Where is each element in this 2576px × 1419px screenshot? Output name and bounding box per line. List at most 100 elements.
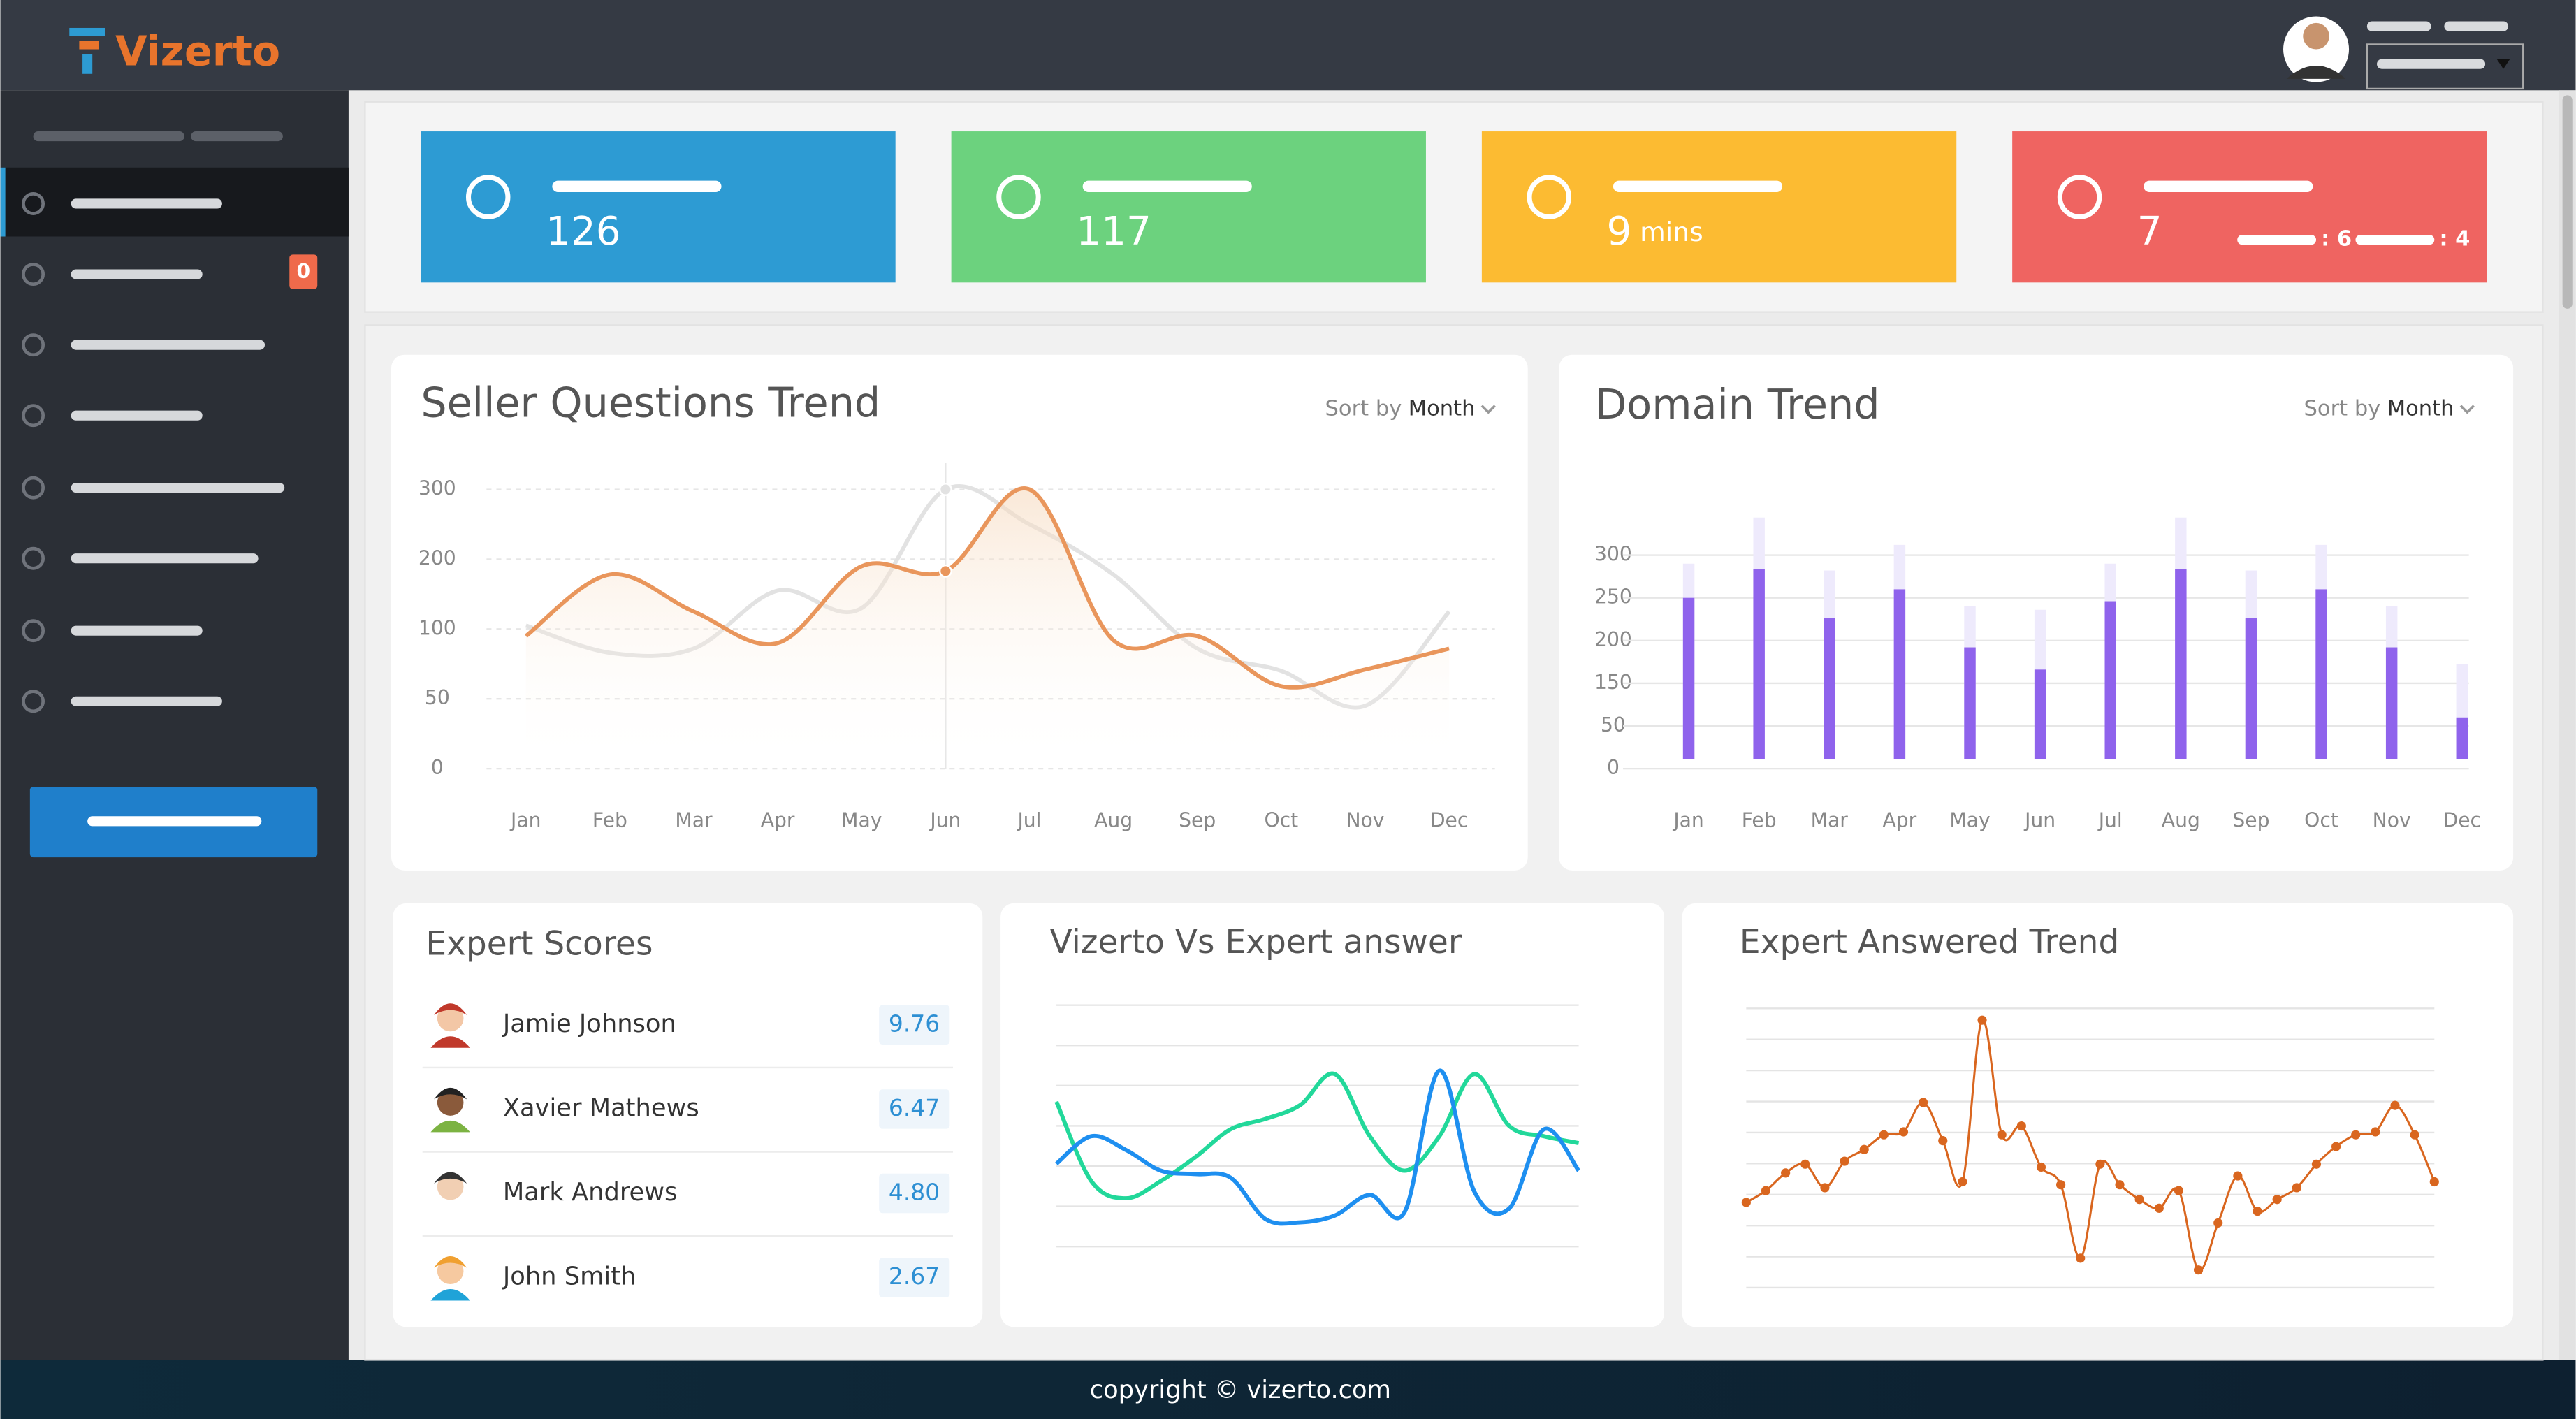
expert-score: 2.67	[889, 1262, 940, 1290]
point	[2390, 1100, 2400, 1110]
scrollbar[interactable]	[2559, 90, 2576, 1360]
x-tick-label: Aug	[1094, 808, 1133, 831]
point	[2429, 1177, 2439, 1187]
score-box	[879, 1089, 950, 1129]
point	[2371, 1127, 2380, 1137]
point	[1761, 1186, 1771, 1195]
stat-placeholder	[2237, 235, 2317, 245]
y-tick-label: 300	[419, 477, 456, 500]
menu-placeholder[interactable]	[71, 625, 203, 636]
point	[2213, 1218, 2223, 1228]
menu-placeholder[interactable]	[71, 483, 285, 493]
point	[2174, 1186, 2184, 1195]
menu-icon	[22, 192, 45, 215]
stat-value: 126	[546, 208, 621, 254]
avatar	[2303, 22, 2329, 50]
expert-avatar	[434, 1003, 467, 1015]
menu-placeholder[interactable]	[71, 410, 203, 421]
menu-placeholder[interactable]	[71, 696, 222, 706]
stat-placeholder	[1613, 180, 1783, 193]
stat-icon	[996, 175, 1041, 219]
menu-placeholder[interactable]	[71, 198, 222, 209]
avatar[interactable]	[2283, 16, 2350, 82]
stat-number: 7	[2137, 208, 2162, 254]
bar	[2385, 647, 2398, 759]
point	[1820, 1183, 1830, 1193]
menu-placeholder[interactable]	[71, 269, 203, 279]
stat-unit: mins	[1640, 216, 1703, 247]
point	[2253, 1206, 2262, 1216]
menu-icon	[22, 690, 45, 713]
stat-card[interactable]	[951, 131, 1426, 283]
expert-score: 6.47	[889, 1094, 940, 1121]
line	[1054, 1071, 1580, 1201]
x-tick-label: Nov	[2373, 808, 2411, 831]
y-tick-label: 250	[1594, 585, 1632, 609]
x-tick-label: Jan	[1672, 808, 1703, 831]
point	[2036, 1162, 2046, 1172]
y-tick-label: 100	[419, 616, 456, 639]
menu-placeholder[interactable]	[71, 553, 259, 564]
user-placeholder	[2366, 21, 2431, 31]
x-tick-label: Apr	[1883, 808, 1917, 831]
bar	[2104, 601, 2116, 759]
point	[2194, 1265, 2204, 1275]
card-title: Seller Questions Trend	[421, 379, 880, 427]
card	[393, 903, 983, 1327]
stat-value: 7	[2137, 208, 2162, 254]
card	[1682, 903, 2514, 1327]
stat-placeholder	[2144, 180, 2313, 193]
active-marker	[0, 167, 6, 237]
x-tick-label: Oct	[1264, 808, 1298, 831]
stat-value: 9 mins	[1607, 208, 1703, 254]
button-placeholder	[87, 816, 262, 827]
y-tick-label: 200	[1594, 628, 1632, 651]
logo-icon	[79, 41, 99, 50]
dropdown-arrow	[2496, 59, 2510, 69]
stat-value: 117	[1076, 208, 1151, 254]
x-tick-label: Sep	[1179, 808, 1216, 831]
x-tick-label: Jan	[509, 808, 541, 831]
stat-placeholder	[2355, 235, 2435, 245]
menu-icon	[22, 619, 45, 643]
x-tick-label: May	[841, 808, 882, 831]
user-dropdown[interactable]	[2366, 43, 2524, 90]
user-placeholder	[2444, 21, 2509, 31]
sort-by[interactable]: Sort by Month	[2304, 396, 2454, 421]
score-box	[879, 1173, 950, 1214]
point	[2115, 1180, 2125, 1190]
point	[2311, 1159, 2322, 1169]
menu-icon	[22, 333, 45, 357]
stat-card[interactable]	[1481, 131, 1957, 283]
expert-avatar	[437, 1173, 464, 1200]
stat-number: 126	[546, 208, 621, 254]
menu-icon	[22, 476, 45, 500]
stat-card[interactable]	[2012, 131, 2487, 283]
sort-by[interactable]: Sort by Month	[1325, 396, 1476, 421]
x-tick-label: Jul	[1016, 808, 1041, 831]
card-title: Expert Answered Trend	[1740, 923, 2119, 961]
bar	[1893, 589, 1906, 759]
expert-avatar	[434, 1172, 467, 1184]
stat-card[interactable]	[421, 131, 896, 283]
menu-placeholder[interactable]	[71, 340, 265, 350]
x-tick-label: Oct	[2304, 808, 2338, 831]
stat-placeholder	[552, 180, 722, 193]
x-tick-label: Mar	[675, 808, 713, 831]
stat-icon	[465, 175, 511, 219]
point	[2095, 1159, 2105, 1169]
line	[1055, 1068, 1580, 1226]
logo[interactable]: Vizerto	[115, 27, 280, 75]
sort-label: Sort by	[2304, 396, 2381, 421]
point	[1938, 1136, 1948, 1146]
line	[524, 486, 1450, 690]
stat-placeholder	[1082, 180, 1252, 193]
stat-icon	[1527, 175, 1571, 219]
score-box	[879, 1258, 950, 1297]
scroll-thumb[interactable]	[2562, 95, 2573, 309]
point	[938, 564, 952, 578]
bar	[2245, 618, 2257, 759]
expert-name: Jamie Johnson	[502, 1010, 676, 1038]
expert-avatar	[430, 1289, 470, 1301]
